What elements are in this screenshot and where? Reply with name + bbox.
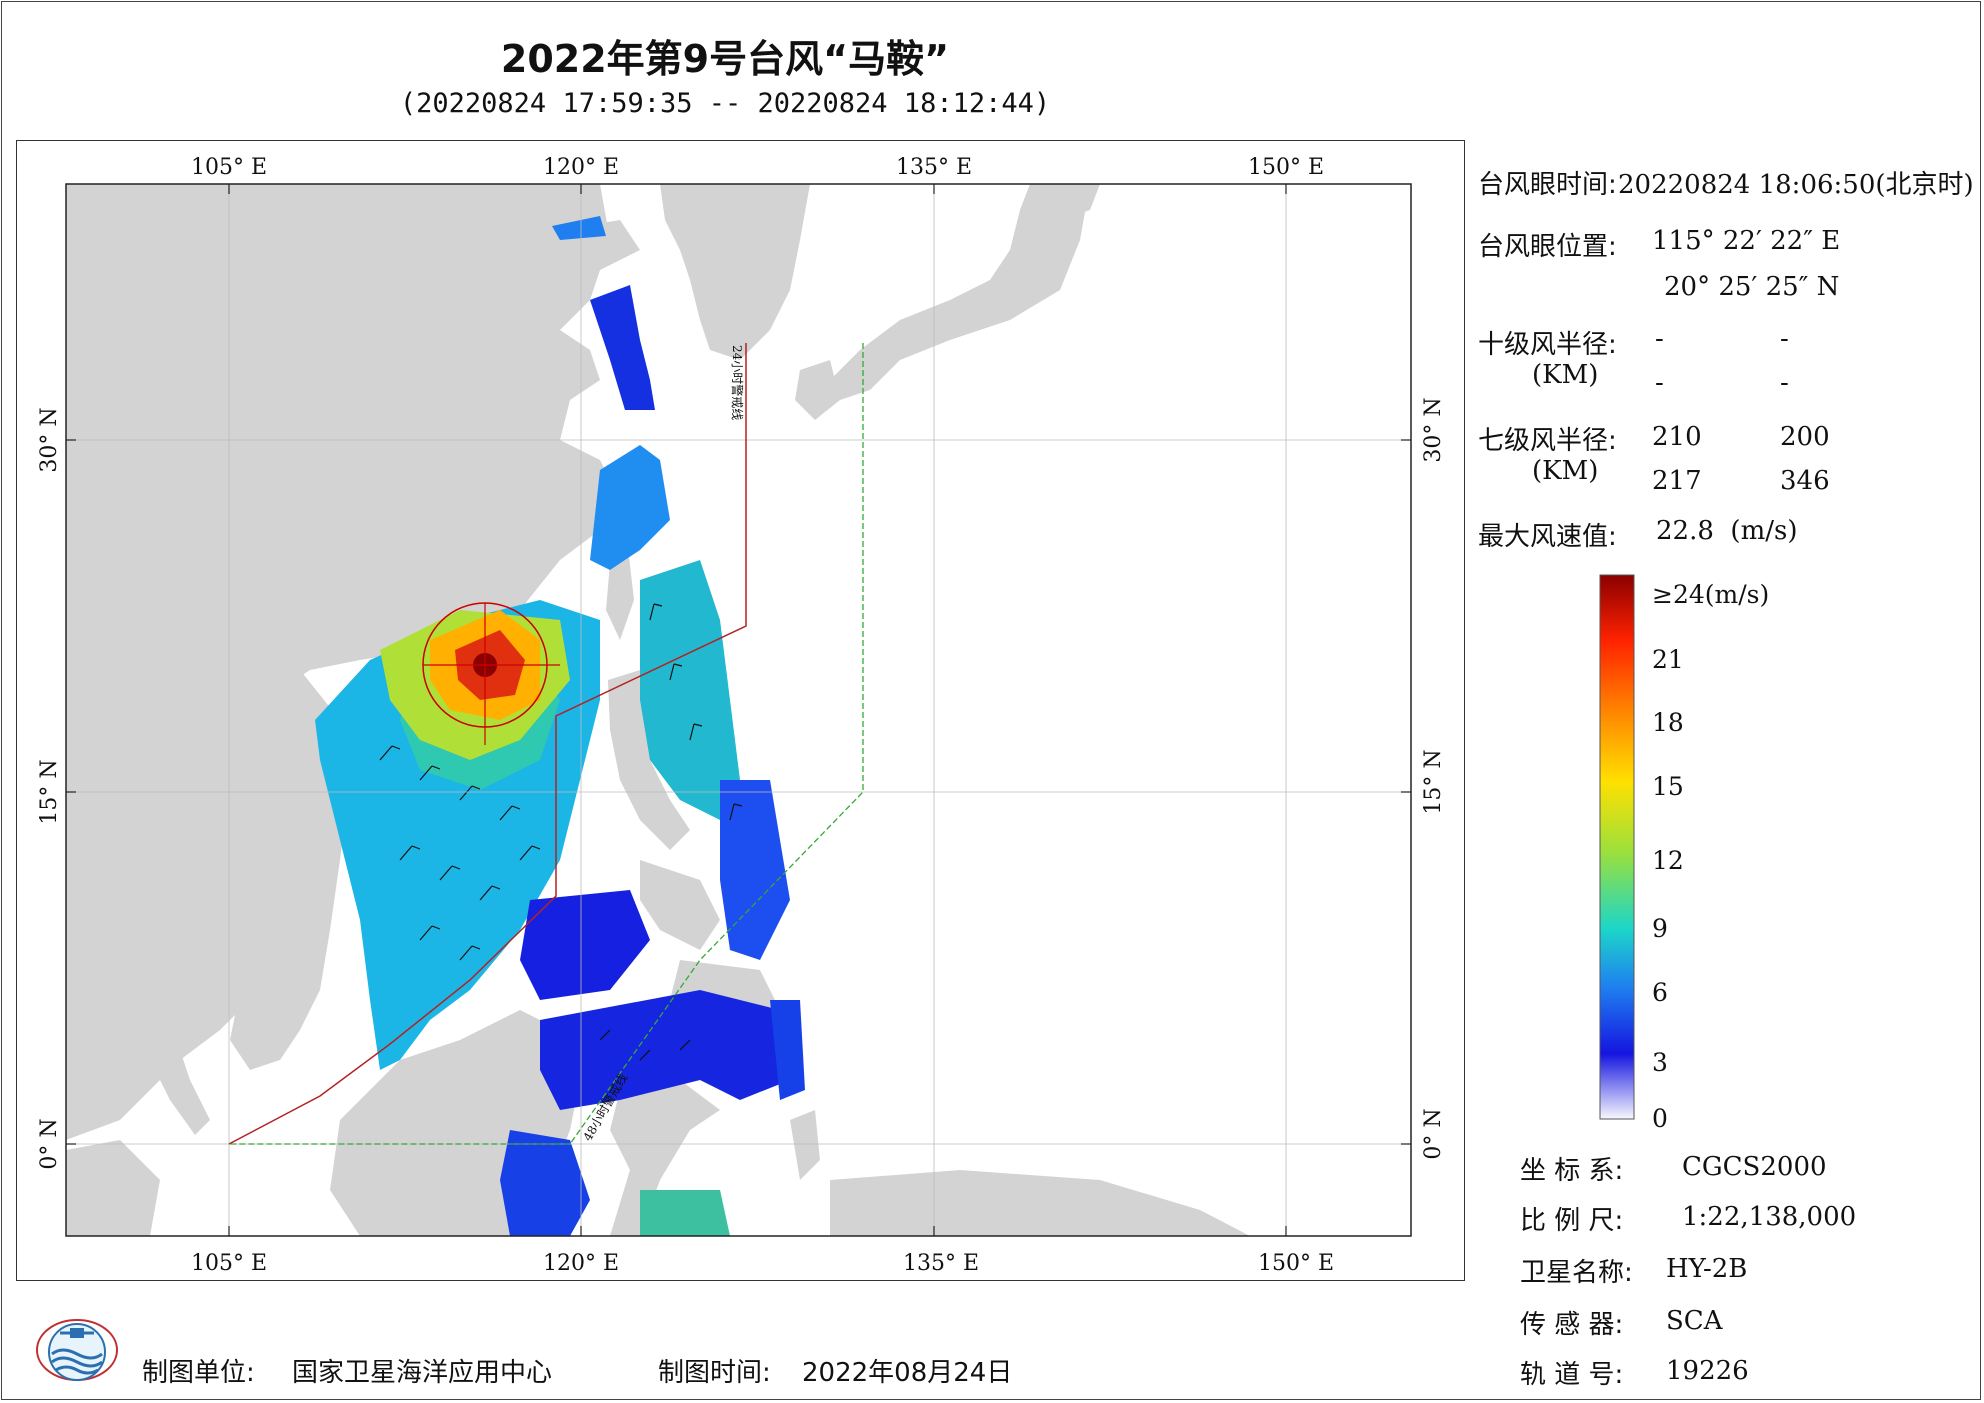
nsoas-logo-icon	[36, 1319, 118, 1381]
plot-border	[65, 183, 1412, 1237]
r10-label: 十级风半径:	[1478, 330, 1617, 360]
max-wind-value: 22.8 (m/s)	[1656, 516, 1798, 546]
r7-label: 七级风半径:	[1478, 426, 1617, 456]
asia-mainland	[66, 184, 620, 1140]
warning-line-48h	[229, 343, 864, 1145]
bottom-lon-label: 150° E	[1258, 1251, 1334, 1276]
map-frame	[16, 140, 1465, 1281]
colorbar-label: 18	[1652, 708, 1684, 737]
wind-field	[315, 216, 805, 1236]
top-lon-label: 135° E	[896, 155, 972, 180]
colorbar-label: 12	[1652, 846, 1684, 875]
map-title: 2022年第9号台风“马鞍”	[500, 37, 950, 81]
r7-value: 217	[1652, 466, 1702, 496]
satellite-value: HY-2B	[1666, 1254, 1748, 1284]
wind-barbs	[379, 603, 743, 1061]
wind-bohai	[552, 216, 606, 240]
r10-value: -	[1655, 368, 1664, 398]
r10-value: -	[1655, 324, 1664, 354]
colorbar-label: 21	[1652, 645, 1684, 674]
right-lat-label: 0° N	[1421, 1108, 1446, 1159]
eye-position-label: 台风眼位置:	[1478, 232, 1617, 262]
wind-east-strip	[640, 560, 740, 820]
kyushu	[795, 360, 840, 420]
warning-label-24h: 24小时警戒线	[730, 345, 745, 420]
halmahera	[790, 1110, 820, 1180]
colorbar-label: 15	[1652, 772, 1684, 801]
eye-time-value: 20220824 18:06:50(北京时)	[1618, 170, 1974, 200]
colorbar	[1599, 574, 1635, 1120]
new-guinea	[830, 1170, 1250, 1236]
japan-islands	[830, 184, 1090, 400]
left-lat-label: 15° N	[37, 759, 62, 824]
wind-east-china-sea	[590, 445, 670, 570]
bottom-lon-label: 105° E	[191, 1251, 267, 1276]
producer-label: 制图单位:	[142, 1358, 255, 1388]
wind-philippine-east	[720, 780, 790, 960]
sensor-label: 传 感 器:	[1520, 1310, 1624, 1340]
wind-molucca	[770, 1000, 805, 1100]
production-date-value: 2022年08月24日	[802, 1358, 1013, 1388]
visayas	[640, 860, 720, 950]
wind-yellow-sea	[590, 285, 655, 410]
left-lat-label: 30° N	[37, 407, 62, 472]
axis-ticks	[66, 184, 1411, 1236]
wind-south-borneo	[500, 1130, 590, 1236]
wind-sulu	[520, 890, 650, 1000]
bottom-lon-label: 135° E	[903, 1251, 979, 1276]
left-lat-label: 0° N	[37, 1118, 62, 1169]
eye-latitude: 20° 25′ 25″ N	[1664, 272, 1840, 302]
scale-value: 1:22,138,000	[1682, 1202, 1857, 1232]
orbit-label: 轨 道 号:	[1520, 1360, 1624, 1390]
right-lat-label: 15° N	[1421, 749, 1446, 814]
malay-peninsula	[150, 1000, 210, 1135]
r10-value: -	[1780, 368, 1789, 398]
r7-value: 200	[1780, 422, 1830, 452]
top-lon-label: 150° E	[1248, 155, 1324, 180]
colorbar-label: ≥24(m/s)	[1652, 580, 1770, 609]
colorbar-label: 3	[1652, 1048, 1668, 1077]
luzon	[608, 670, 690, 850]
crs-label: 坐 标 系:	[1520, 1156, 1624, 1186]
satellite-label: 卫星名称:	[1520, 1258, 1633, 1288]
wind-celebes	[540, 990, 790, 1110]
r7-value: 210	[1652, 422, 1702, 452]
eye-time-label: 台风眼时间:	[1478, 170, 1617, 200]
time-range: (20220824 17:59:35 -- 20220824 18:12:44)	[399, 88, 1051, 119]
eye-longitude: 115° 22′ 22″ E	[1652, 226, 1841, 256]
colorbar-label: 9	[1652, 914, 1668, 943]
producer-value: 国家卫星海洋应用中心	[292, 1358, 553, 1388]
production-date-label: 制图时间:	[658, 1358, 771, 1388]
korea-peninsula	[660, 184, 810, 360]
orbit-value: 19226	[1666, 1356, 1749, 1386]
bottom-lon-label: 120° E	[543, 1251, 619, 1276]
top-lon-label: 120° E	[543, 155, 619, 180]
sumatra	[66, 1140, 160, 1236]
colorbar-label: 0	[1652, 1104, 1668, 1133]
r7-km-label: (KM)	[1532, 456, 1599, 486]
sensor-value: SCA	[1666, 1306, 1723, 1336]
hokkaido	[1050, 184, 1100, 220]
right-lat-label: 30° N	[1421, 397, 1446, 462]
scale-label: 比 例 尺:	[1520, 1206, 1624, 1236]
warning-line-24h	[228, 343, 747, 1145]
r10-value: -	[1780, 324, 1789, 354]
r10-km-label: (KM)	[1532, 360, 1599, 390]
r7-value: 346	[1780, 466, 1830, 496]
crs-value: CGCS2000	[1682, 1152, 1827, 1182]
sulawesi	[610, 1080, 720, 1236]
indochina	[66, 650, 350, 1070]
colorbar-label: 6	[1652, 978, 1668, 1007]
top-lon-label: 105° E	[191, 155, 267, 180]
wind-celebes-sea-south	[640, 1190, 730, 1236]
max-wind-label: 最大风速值:	[1478, 522, 1617, 552]
